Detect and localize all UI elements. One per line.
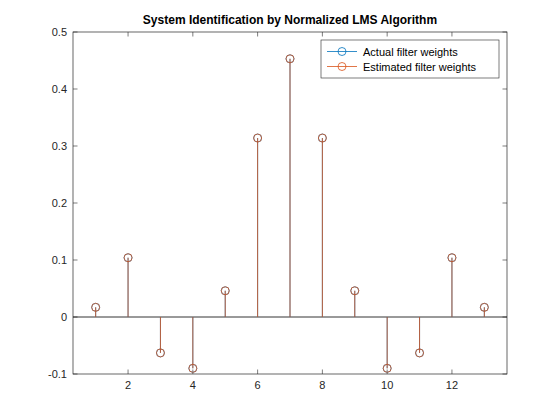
y-tick — [73, 146, 78, 147]
background — [0, 0, 560, 420]
stem — [419, 317, 420, 353]
stem-marker — [448, 254, 456, 262]
stem-marker — [156, 349, 164, 357]
stem-marker — [189, 364, 197, 372]
axes-frame — [73, 32, 507, 374]
y-tick-label: 0.4 — [52, 83, 67, 95]
y-tick — [73, 89, 78, 90]
x-tick-label: 4 — [190, 379, 196, 391]
stem — [257, 138, 258, 317]
stem — [95, 307, 96, 317]
x-tick — [128, 370, 129, 375]
stem — [451, 258, 452, 317]
stem — [160, 317, 161, 353]
stem — [257, 138, 258, 317]
y-tick — [503, 89, 508, 90]
x-tick — [451, 370, 452, 375]
stem-marker — [351, 287, 359, 295]
x-tick — [387, 32, 388, 37]
stem — [160, 317, 161, 353]
stem-marker — [221, 287, 229, 295]
legend-marker — [338, 63, 346, 71]
legend-label: Estimated filter weights — [363, 61, 477, 73]
stem — [419, 317, 420, 353]
stem — [128, 258, 129, 317]
y-tick-label: 0.1 — [52, 254, 67, 266]
x-tick — [257, 370, 258, 375]
y-tick — [73, 260, 78, 261]
x-tick-label: 12 — [446, 379, 458, 391]
x-tick — [387, 370, 388, 375]
stem-marker — [92, 303, 100, 311]
stem — [484, 307, 485, 317]
stem — [484, 307, 485, 317]
stem-marker — [254, 134, 262, 142]
stem-marker — [416, 349, 424, 357]
stem — [192, 317, 193, 368]
legend-label: Actual filter weights — [363, 46, 458, 58]
y-tick — [503, 146, 508, 147]
x-tick — [451, 32, 452, 37]
stem — [322, 138, 323, 317]
y-tick-label: 0.3 — [52, 140, 67, 152]
y-tick-label: 0.5 — [52, 26, 67, 38]
legend-box — [321, 40, 499, 78]
stem — [290, 59, 291, 317]
stem-marker — [318, 134, 326, 142]
x-tick — [128, 32, 129, 37]
stem — [387, 317, 388, 368]
x-tick-label: 8 — [319, 379, 325, 391]
legend-line — [327, 51, 357, 52]
x-tick-label: 10 — [381, 379, 393, 391]
chart: 2 4 6 8 10 12 -0.1 0 0.1 0.2 0.3 0.4 0.5 System Ident… — [0, 0, 560, 420]
stem — [387, 317, 388, 368]
title: System Identification by Normalized LMS … — [143, 13, 437, 27]
stem-marker — [124, 254, 132, 262]
stem — [95, 307, 96, 317]
stem — [128, 258, 129, 317]
y-tick — [503, 203, 508, 204]
y-tick-label: -0.1 — [48, 368, 67, 380]
stem — [192, 317, 193, 368]
x-tick-label: 2 — [125, 379, 131, 391]
stem-marker — [286, 55, 294, 63]
stem — [290, 59, 291, 317]
y-tick-label: 0 — [61, 311, 67, 323]
x-tick — [322, 32, 323, 37]
y-tick — [503, 260, 508, 261]
y-tick — [73, 203, 78, 204]
legend: Actual filter weights Estimated filter we… — [321, 40, 499, 78]
data-group — [73, 55, 507, 373]
x-tick — [257, 32, 258, 37]
stem-marker — [480, 303, 488, 311]
stem-marker — [383, 364, 391, 372]
x-tick — [192, 370, 193, 375]
stem — [322, 138, 323, 317]
y-tick-label: 0.2 — [52, 197, 67, 209]
x-tick — [322, 370, 323, 375]
x-tick-label: 6 — [255, 379, 261, 391]
stem — [451, 258, 452, 317]
plot-area — [73, 32, 507, 374]
legend-marker — [338, 48, 346, 56]
x-tick — [192, 32, 193, 37]
legend-line — [327, 66, 357, 67]
